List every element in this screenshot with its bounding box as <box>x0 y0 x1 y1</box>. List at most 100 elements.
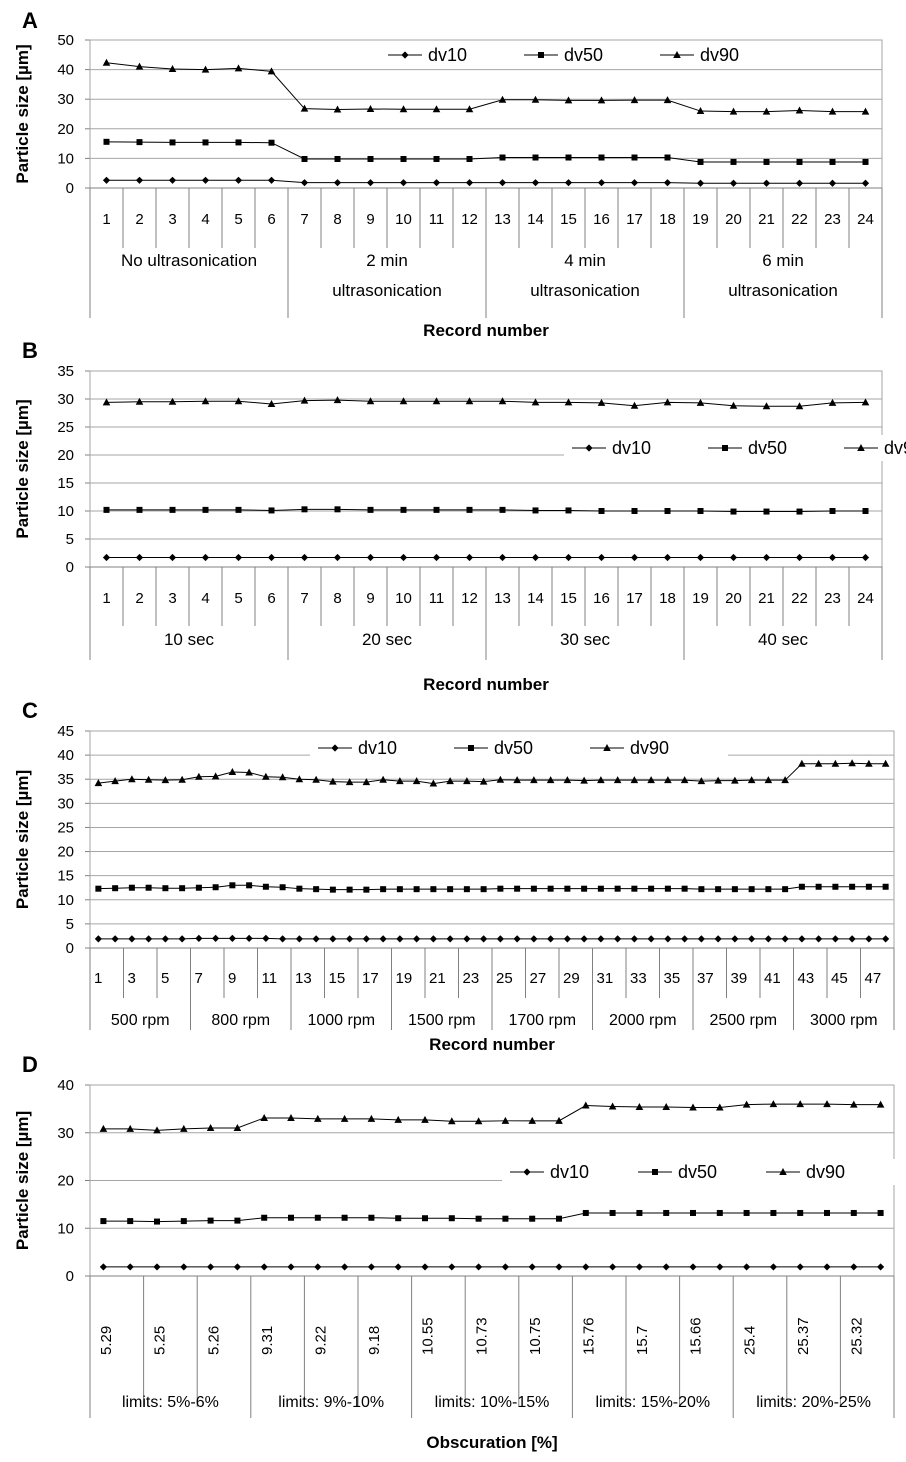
legend-label: dv90 <box>806 1162 845 1182</box>
data-point <box>135 553 144 562</box>
x-tick-label: 10 <box>395 590 412 607</box>
data-point <box>630 401 639 409</box>
y-tick-label: 30 <box>57 795 74 812</box>
data-point <box>696 553 705 562</box>
x-tick-label: 5 <box>234 590 242 607</box>
legend-marker <box>779 1168 787 1175</box>
x-tick-label: 33 <box>630 970 647 987</box>
data-point <box>334 506 341 513</box>
data-point <box>413 935 421 943</box>
x-tick-label: 21 <box>429 970 446 987</box>
data-point <box>229 882 236 889</box>
x-tick-label: 15.76 <box>580 1317 597 1355</box>
data-point <box>479 777 488 785</box>
data-point <box>729 107 738 115</box>
data-point <box>262 934 270 942</box>
data-point <box>394 1263 402 1271</box>
x-tick-label: 9 <box>228 970 236 987</box>
data-point <box>168 65 177 73</box>
data-point <box>630 96 639 104</box>
panel-letter: A <box>22 8 38 33</box>
data-point <box>144 775 153 783</box>
legend-label: dv10 <box>428 45 467 65</box>
x-tick-label: 1 <box>102 590 110 607</box>
series-line <box>103 1212 881 1223</box>
x-tick-label: 15 <box>329 970 346 987</box>
x-tick-label: 4 <box>201 590 209 607</box>
data-point <box>300 396 309 404</box>
data-point <box>396 777 404 785</box>
series-dv10 <box>102 176 870 187</box>
data-point <box>212 934 220 942</box>
x-tick-label: 9 <box>366 590 374 607</box>
legend-marker <box>585 444 593 452</box>
x-tick-label: 11 <box>262 970 278 987</box>
data-point <box>564 398 573 406</box>
data-point <box>301 506 308 513</box>
data-point <box>234 553 243 562</box>
data-point <box>762 553 771 562</box>
data-point <box>128 935 136 943</box>
data-point <box>530 885 537 892</box>
data-point <box>429 935 437 943</box>
x-axis-label: Record number <box>423 321 549 340</box>
data-point <box>828 553 837 562</box>
group-label: limits: 10%-15% <box>435 1394 550 1411</box>
data-point <box>762 402 771 410</box>
x-tick-label: 17 <box>626 590 643 607</box>
x-tick-label: 10 <box>395 211 412 228</box>
x-tick-label: 3 <box>168 590 176 607</box>
data-point <box>609 1263 617 1271</box>
x-tick-label: 25.4 <box>741 1326 758 1355</box>
data-point <box>421 1263 429 1271</box>
data-point <box>312 775 320 783</box>
series-dv50 <box>103 506 869 515</box>
x-tick-label: 25.37 <box>795 1317 812 1355</box>
data-point <box>94 935 102 943</box>
data-point <box>103 506 110 513</box>
data-point <box>848 935 856 943</box>
data-point <box>547 935 555 943</box>
data-point <box>729 179 738 187</box>
data-point <box>207 1217 214 1224</box>
data-point <box>128 884 135 891</box>
data-point <box>531 553 540 562</box>
data-point <box>448 1117 456 1125</box>
x-tick-label: 47 <box>865 970 882 987</box>
data-point <box>400 155 407 162</box>
data-point <box>865 759 873 767</box>
data-point <box>609 1209 616 1216</box>
data-point <box>228 767 237 775</box>
y-tick-label: 0 <box>66 940 74 957</box>
data-point <box>828 398 837 406</box>
data-point <box>168 397 177 405</box>
data-point <box>333 553 342 562</box>
data-point <box>211 772 220 780</box>
data-point <box>730 508 737 515</box>
data-point <box>664 154 671 161</box>
x-axis-label: Record number <box>423 675 549 694</box>
data-point <box>233 1123 242 1131</box>
x-tick-label: 5 <box>234 211 242 228</box>
data-point <box>334 155 341 162</box>
group-label: limits: 15%-20% <box>595 1394 710 1411</box>
data-point <box>145 935 153 943</box>
data-point <box>295 935 303 943</box>
data-point <box>597 179 606 187</box>
data-point <box>564 553 573 562</box>
data-point <box>102 553 111 562</box>
data-point <box>716 1263 724 1271</box>
y-tick-label: 20 <box>57 844 74 861</box>
legend-marker <box>603 744 611 751</box>
data-point <box>681 935 689 943</box>
data-point <box>731 935 739 943</box>
y-tick-label: 35 <box>57 363 74 380</box>
data-point <box>563 776 572 784</box>
legend-marker <box>857 444 865 451</box>
x-tick-label: 2 <box>135 590 143 607</box>
data-point <box>770 1209 777 1216</box>
data-point <box>465 179 474 187</box>
y-tick-label: 10 <box>57 1220 74 1237</box>
data-point <box>797 1209 804 1216</box>
y-axis-label: Particle size [µm] <box>13 770 32 909</box>
